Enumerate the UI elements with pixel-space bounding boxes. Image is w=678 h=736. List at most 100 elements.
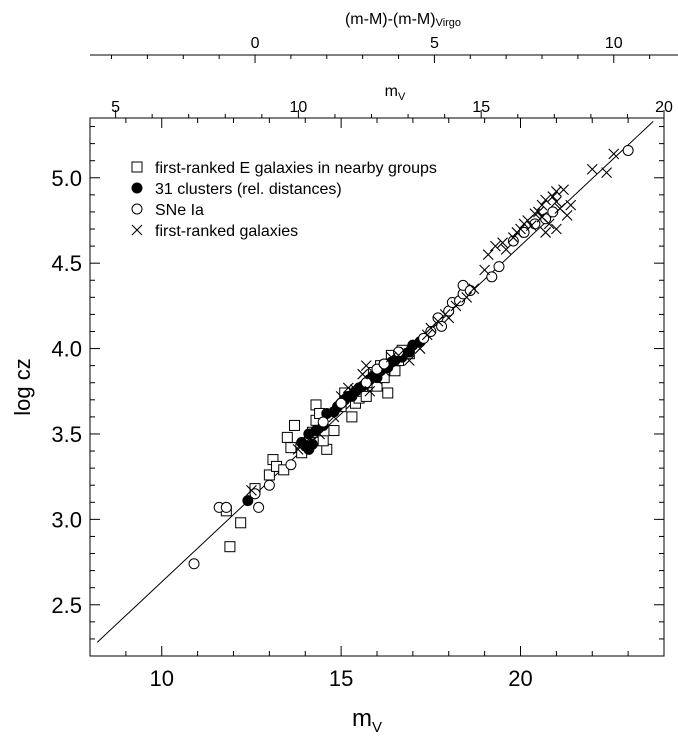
y-tick-label: 3.0 xyxy=(51,507,82,532)
top-outer-axis-label: (m-M)-(m-M)Virgo xyxy=(345,11,461,29)
data-point-cross xyxy=(547,191,559,202)
data-point-cross-stroke xyxy=(364,385,376,397)
data-point-open-circle xyxy=(360,377,372,389)
top-inner-axis-label-sub: V xyxy=(398,91,406,103)
data-point-cross xyxy=(536,199,548,211)
data-point-cross-stroke xyxy=(421,329,433,341)
data-point-cross xyxy=(400,346,412,358)
top-inner-tick-label: 15 xyxy=(472,99,490,116)
data-point-open-square xyxy=(278,464,290,476)
top-outer-tick-label: 0 xyxy=(251,35,260,52)
data-point-filled-circle xyxy=(242,495,254,507)
top-inner-tick-label: 20 xyxy=(655,99,673,116)
data-point-cross-stroke xyxy=(608,148,620,160)
data-point-cross xyxy=(565,199,577,211)
data-point-cross-stroke xyxy=(378,365,390,377)
data-point-open-square xyxy=(281,431,293,443)
data-point-cross-stroke xyxy=(360,360,372,372)
legend-marker-cross-stroke xyxy=(131,224,143,236)
data-point-cross-stroke xyxy=(550,223,562,235)
data-point-open-circle xyxy=(436,320,448,332)
x-tick-label: 15 xyxy=(329,666,353,691)
data-point-open-circle xyxy=(493,261,505,273)
data-point-cross xyxy=(403,355,415,366)
data-point-cross-stroke xyxy=(558,184,569,196)
data-point-cross-stroke xyxy=(540,194,552,206)
data-point-cross xyxy=(385,351,397,363)
data-point-open-square xyxy=(346,411,358,423)
data-point-open-circle xyxy=(263,479,275,491)
data-point-open-square xyxy=(382,387,394,399)
legend-marker-filled-circle xyxy=(131,182,143,194)
data-point-cross xyxy=(360,360,372,372)
data-point-cross-stroke xyxy=(550,186,562,197)
data-point-cross-stroke xyxy=(550,196,562,208)
data-point-cross xyxy=(414,343,426,354)
data-point-cross-stroke xyxy=(565,199,577,211)
data-point-cross xyxy=(482,249,494,261)
data-point-cross xyxy=(497,237,508,249)
top-inner-tick-label: 5 xyxy=(111,99,120,116)
data-point-cross xyxy=(507,232,519,243)
data-point-cross-stroke xyxy=(468,283,480,295)
data-point-cross-stroke xyxy=(350,384,361,395)
data-point-cross-stroke xyxy=(450,300,462,312)
data-point-cross-stroke xyxy=(443,312,455,324)
data-point-cross-stroke xyxy=(586,163,598,175)
data-point-cross-stroke xyxy=(536,199,548,211)
data-point-cross-stroke xyxy=(529,208,541,220)
data-point-open-square xyxy=(328,425,340,437)
data-point-cross xyxy=(350,384,361,395)
data-point-open-circle xyxy=(188,558,200,570)
data-point-cross-stroke xyxy=(500,244,512,255)
x-tick-label: 10 xyxy=(150,666,174,691)
data-point-cross-stroke xyxy=(525,220,537,231)
data-point-cross-stroke xyxy=(246,484,257,496)
data-point-cross-stroke xyxy=(342,382,354,394)
data-point-cross-stroke xyxy=(400,346,412,358)
y-tick-label: 4.5 xyxy=(51,251,82,276)
data-point-cross xyxy=(550,196,562,208)
data-point-cross-stroke xyxy=(371,373,383,385)
data-point-open-circle xyxy=(393,346,405,358)
data-point-cross xyxy=(479,264,491,276)
data-point-cross-stroke xyxy=(482,249,494,261)
data-point-cross xyxy=(292,443,304,455)
data-point-cross xyxy=(342,382,354,394)
data-point-cross-stroke xyxy=(489,240,501,252)
y-tick-label: 2.5 xyxy=(51,593,82,618)
y-tick-label: 4.0 xyxy=(51,337,82,362)
data-point-cross-stroke xyxy=(540,227,552,238)
y-tick-label: 3.5 xyxy=(51,422,82,447)
data-point-cross xyxy=(303,433,315,445)
top-outer-axis-label-sub: Virgo xyxy=(436,17,461,29)
data-point-open-circle xyxy=(547,206,559,218)
data-point-open-circle xyxy=(220,501,232,513)
data-point-open-circle xyxy=(317,416,329,428)
x-tick-label: 20 xyxy=(508,666,532,691)
data-point-cross xyxy=(529,208,541,220)
data-point-filled-circle xyxy=(306,438,318,450)
data-point-open-square xyxy=(288,419,300,431)
data-point-cross xyxy=(540,227,552,238)
data-point-cross-stroke xyxy=(461,291,473,303)
data-point-cross xyxy=(558,184,569,196)
x-axis-label-sub: V xyxy=(372,719,382,736)
data-point-cross xyxy=(468,283,480,295)
data-point-cross-stroke xyxy=(314,428,325,440)
series-open-square xyxy=(220,344,415,553)
points-layer xyxy=(188,144,634,570)
data-point-cross xyxy=(540,194,552,206)
data-point-cross-stroke xyxy=(554,203,566,214)
data-point-cross-stroke xyxy=(515,223,526,235)
data-point-cross xyxy=(314,428,325,440)
data-point-cross xyxy=(357,368,369,380)
top-inner-tick-label: 10 xyxy=(289,99,307,116)
data-point-cross xyxy=(378,365,390,377)
legend-marker-cross xyxy=(131,224,143,236)
legend-marker-open-square xyxy=(131,161,143,173)
data-point-cross xyxy=(550,223,562,235)
top-outer-tick-label: 10 xyxy=(605,35,623,52)
data-point-cross xyxy=(515,223,526,235)
